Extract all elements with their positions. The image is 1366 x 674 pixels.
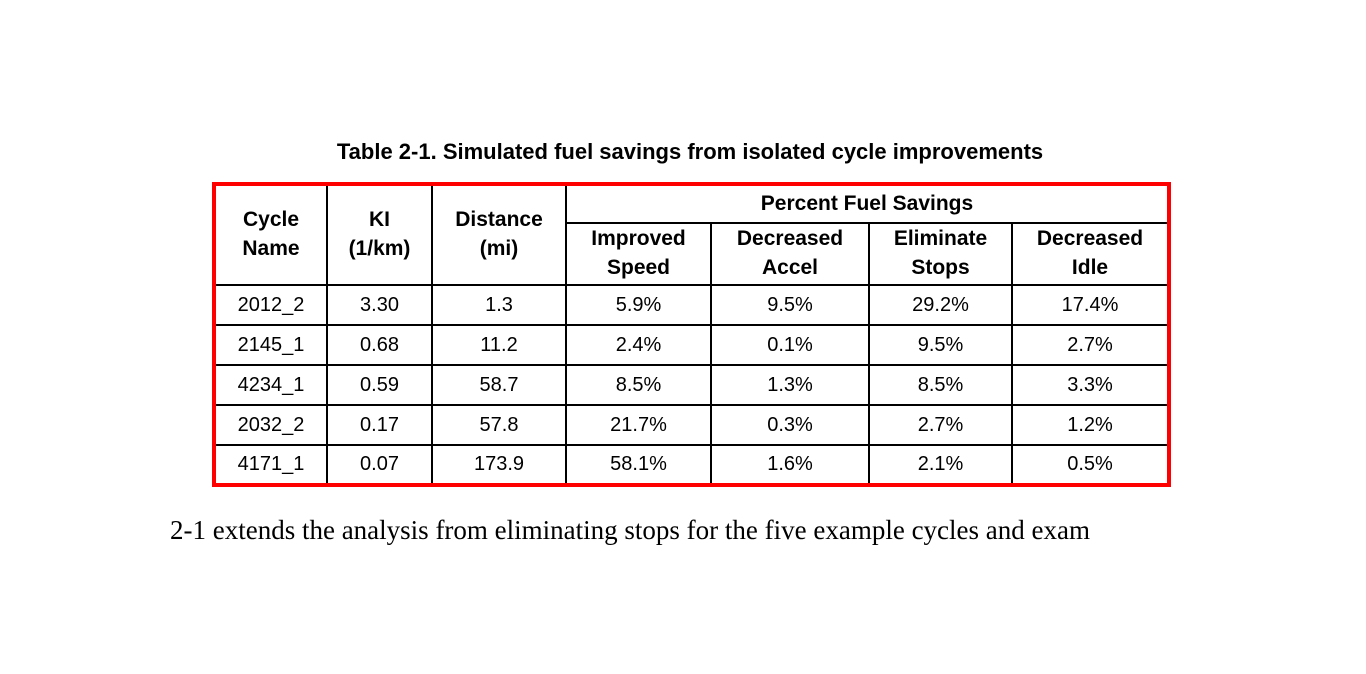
col-header-cycle-name: Cycle Name (213, 183, 328, 286)
cell-ki: 0.59 (326, 364, 433, 406)
cell-decreased-idle: 1.2% (1011, 404, 1170, 446)
cell-eliminate-stops: 9.5% (868, 324, 1013, 366)
cell-improved-speed: 58.1% (565, 444, 712, 486)
cell-decreased-idle: 17.4% (1011, 284, 1170, 326)
cell-improved-speed: 5.9% (565, 284, 712, 326)
cell-distance: 1.3 (431, 284, 567, 326)
cell-cycle-name: 2145_1 (213, 324, 328, 366)
col-header-distance: Distance (mi) (431, 183, 567, 286)
cell-distance: 11.2 (431, 324, 567, 366)
body-paragraph: 2-1 extends the analysis from eliminatin… (170, 515, 1090, 545)
col-header-decreased-idle: Decreased Idle (1011, 222, 1170, 286)
cell-decreased-idle: 0.5% (1011, 444, 1170, 486)
cell-cycle-name: 4234_1 (213, 364, 328, 406)
table-row: 2012_2 3.30 1.3 5.9% 9.5% 29.2% 17.4% (213, 284, 1170, 326)
table-row: 4234_1 0.59 58.7 8.5% 1.3% 8.5% 3.3% (213, 364, 1170, 406)
cell-decreased-accel: 0.3% (710, 404, 870, 446)
cell-ki: 3.30 (326, 284, 433, 326)
cell-improved-speed: 2.4% (565, 324, 712, 366)
cell-improved-speed: 8.5% (565, 364, 712, 406)
cell-eliminate-stops: 8.5% (868, 364, 1013, 406)
cell-ki: 0.17 (326, 404, 433, 446)
cell-improved-speed: 21.7% (565, 404, 712, 446)
cell-decreased-accel: 1.3% (710, 364, 870, 406)
col-header-eliminate-stops: Eliminate Stops (868, 222, 1013, 286)
cell-decreased-accel: 9.5% (710, 284, 870, 326)
cell-eliminate-stops: 2.1% (868, 444, 1013, 486)
cell-decreased-idle: 2.7% (1011, 324, 1170, 366)
table-caption: Table 2-1. Simulated fuel savings from i… (336, 139, 1044, 164)
cell-ki: 0.07 (326, 444, 433, 486)
cell-decreased-idle: 3.3% (1011, 364, 1170, 406)
cell-ki: 0.68 (326, 324, 433, 366)
cell-eliminate-stops: 29.2% (868, 284, 1013, 326)
table-row: 4171_1 0.07 173.9 58.1% 1.6% 2.1% 0.5% (213, 444, 1170, 486)
cell-eliminate-stops: 2.7% (868, 404, 1013, 446)
table-row: 2145_1 0.68 11.2 2.4% 0.1% 9.5% 2.7% (213, 324, 1170, 366)
cell-decreased-accel: 0.1% (710, 324, 870, 366)
table-row: 2032_2 0.17 57.8 21.7% 0.3% 2.7% 1.2% (213, 404, 1170, 446)
cell-decreased-accel: 1.6% (710, 444, 870, 486)
col-header-improved-speed: Improved Speed (565, 222, 712, 286)
cell-cycle-name: 2032_2 (213, 404, 328, 446)
group-header-percent-fuel-savings: Percent Fuel Savings (565, 183, 1170, 224)
cell-distance: 57.8 (431, 404, 567, 446)
cell-cycle-name: 4171_1 (213, 444, 328, 486)
cell-cycle-name: 2012_2 (213, 284, 328, 326)
fuel-savings-table: Cycle Name KI (1/km) Distance (mi) Perce… (212, 182, 1171, 487)
col-header-ki: KI (1/km) (326, 183, 433, 286)
cell-distance: 173.9 (431, 444, 567, 486)
col-header-decreased-accel: Decreased Accel (710, 222, 870, 286)
cell-distance: 58.7 (431, 364, 567, 406)
